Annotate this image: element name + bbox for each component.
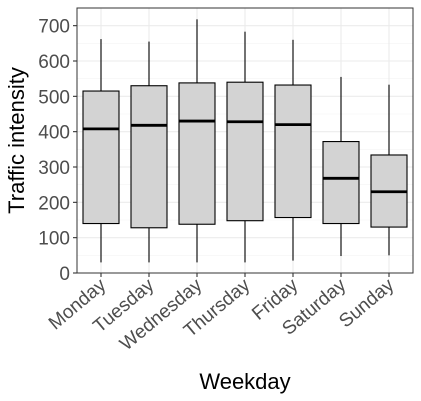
y-axis-title: Traffic intensity bbox=[4, 67, 29, 214]
box-wednesday bbox=[178, 19, 216, 263]
y-tick-label: 700 bbox=[38, 17, 70, 38]
box-thursday bbox=[226, 31, 264, 263]
box-sunday bbox=[370, 84, 408, 256]
box-iqr bbox=[274, 84, 312, 219]
y-tick-label: 0 bbox=[59, 264, 70, 285]
box-monday bbox=[82, 39, 120, 263]
box-friday bbox=[274, 39, 312, 261]
y-tick-label: 500 bbox=[38, 87, 70, 108]
box-iqr bbox=[322, 141, 360, 225]
x-tick-label-sunday: Sunday bbox=[335, 274, 398, 332]
y-tick-label: 100 bbox=[38, 229, 70, 250]
boxes bbox=[82, 19, 408, 263]
box-saturday bbox=[322, 76, 360, 257]
box-iqr bbox=[130, 85, 168, 229]
y-tick-label: 600 bbox=[38, 52, 70, 73]
x-axis-title: Weekday bbox=[199, 369, 290, 394]
y-axis: 0 100 200 300 400 500 600 700 bbox=[38, 17, 77, 285]
y-tick-label: 400 bbox=[38, 123, 70, 144]
box-iqr bbox=[226, 81, 264, 222]
box-iqr bbox=[178, 82, 216, 225]
y-tick-label: 300 bbox=[38, 158, 70, 179]
box-tuesday bbox=[130, 41, 168, 263]
x-axis: MondayTuesdayWednesdayThursdayFridaySatu… bbox=[45, 273, 399, 355]
y-tick-label: 200 bbox=[38, 193, 70, 214]
box-iqr bbox=[82, 90, 120, 225]
